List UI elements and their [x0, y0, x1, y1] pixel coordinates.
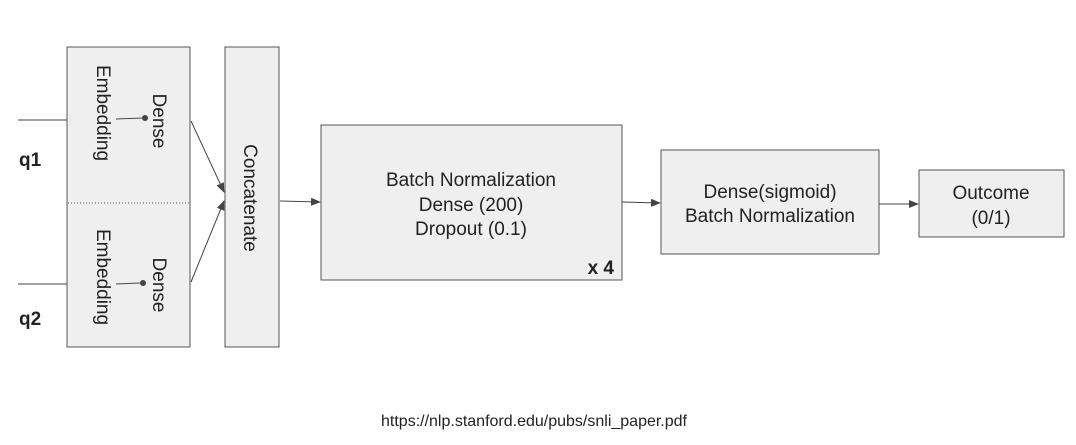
concatenate-label: Concatenate	[239, 144, 260, 252]
block-line-3: Dropout (0.1)	[415, 219, 527, 240]
outcome-line-1: Outcome	[952, 183, 1029, 204]
block-line-2: Dense (200)	[419, 195, 524, 216]
q2-label: q2	[19, 309, 41, 330]
dense-label-top: Dense	[148, 94, 169, 149]
output-dense-block	[660, 149, 880, 255]
concat-to-block-arrow	[279, 197, 321, 206]
embedding-label-top: Embedding	[92, 65, 113, 161]
outcome-block	[918, 169, 1065, 238]
dense-node-top	[142, 115, 148, 121]
top-to-concat-arrow	[190, 120, 225, 193]
dense-label-bottom: Dense	[148, 258, 169, 313]
output-line-1: Dense(sigmoid)	[703, 182, 836, 203]
source-link[interactable]: https://nlp.stanford.edu/pubs/snli_paper…	[381, 413, 687, 430]
repeat-count-label: x 4	[588, 258, 615, 279]
bottom-to-concat-arrow	[190, 200, 225, 283]
repeated-block	[320, 124, 623, 281]
output-line-2: Batch Normalization	[685, 206, 855, 227]
dense-node-bottom	[140, 280, 146, 286]
outcome-line-2: (0/1)	[971, 208, 1010, 229]
concatenate-block	[224, 46, 280, 348]
embedding-dense-link-top	[115, 117, 144, 120]
embedding-dense-block	[66, 46, 191, 348]
block-to-output-arrow	[621, 198, 661, 207]
embedding-dense-link-bottom	[115, 282, 141, 285]
q1-label: q1	[19, 150, 42, 171]
block-line-1: Batch Normalization	[386, 170, 556, 191]
embedding-label-bottom: Embedding	[92, 229, 113, 325]
